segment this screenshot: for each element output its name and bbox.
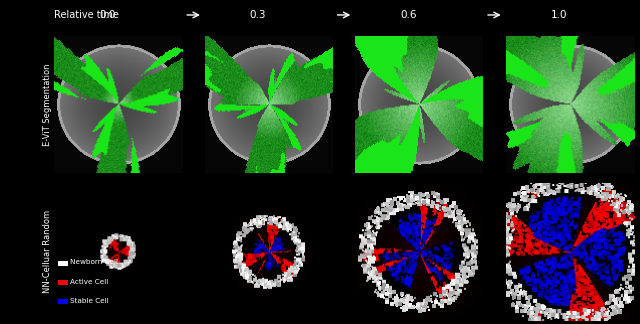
Text: 0.6: 0.6 (400, 10, 417, 20)
Text: Relative time: Relative time (54, 10, 119, 20)
Text: 0.3: 0.3 (250, 10, 266, 20)
Text: NN-Celluar Random: NN-Celluar Random (44, 210, 52, 294)
Text: Stable Cell: Stable Cell (70, 298, 109, 304)
Bar (58, 299, 68, 305)
Bar (58, 260, 68, 266)
Text: E-ViT Segmentation: E-ViT Segmentation (44, 63, 52, 146)
Text: 0.0: 0.0 (99, 10, 116, 20)
Text: Active Cell: Active Cell (70, 279, 109, 284)
Bar (58, 280, 68, 285)
Text: 1.0: 1.0 (550, 10, 567, 20)
Text: Newborn Cell: Newborn Cell (70, 259, 118, 265)
